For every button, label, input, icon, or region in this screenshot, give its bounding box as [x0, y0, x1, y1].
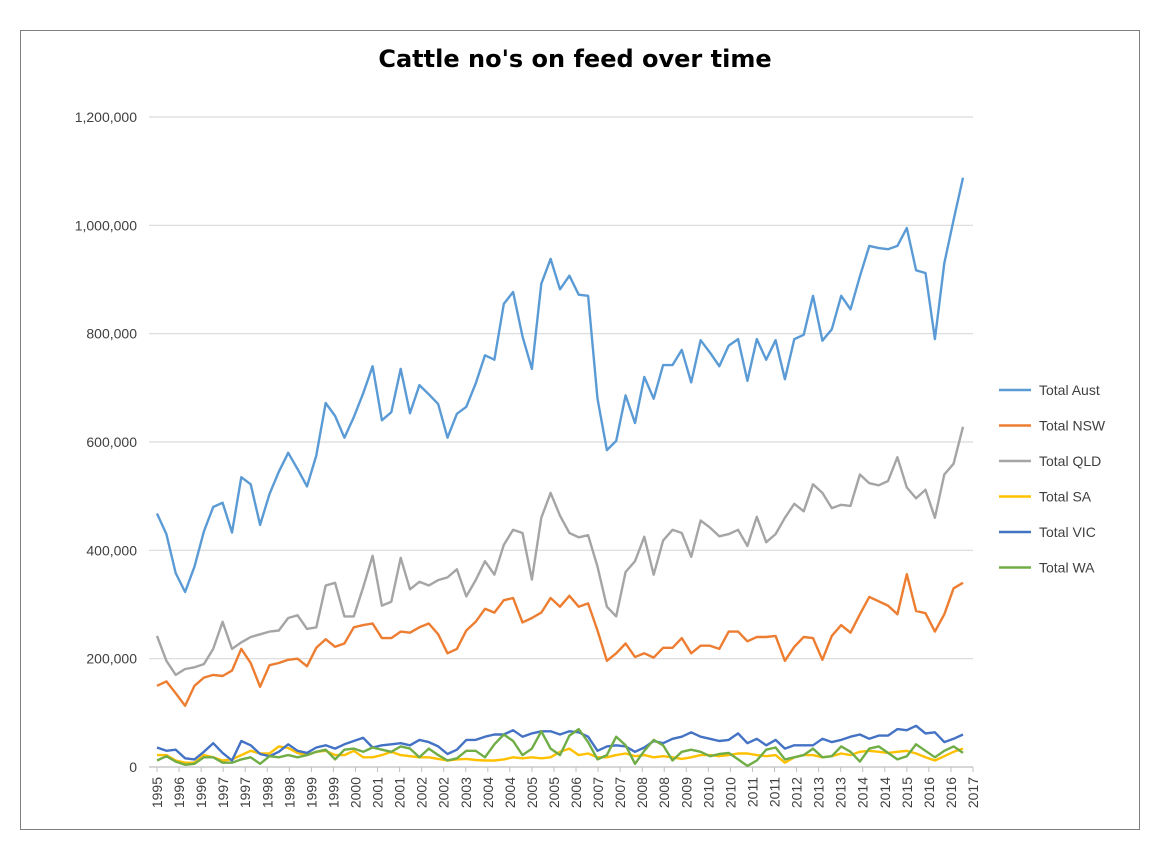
- y-tick-label: 1,200,000: [75, 109, 137, 125]
- x-tick-label: 2016: [921, 777, 937, 808]
- x-tick-label: 2005: [546, 777, 562, 808]
- chart-title: Cattle no's on feed over time: [378, 45, 771, 73]
- y-tick-label: 200,000: [86, 651, 137, 667]
- legend-label: Total NSW: [1039, 418, 1106, 434]
- x-tick-label: 2013: [811, 777, 827, 808]
- x-tick-label: 2007: [590, 777, 606, 808]
- x-tick-label: 1997: [237, 777, 253, 808]
- x-tick-label: 2011: [767, 777, 783, 807]
- legend-label: Total QLD: [1039, 453, 1101, 469]
- legend-label: Total SA: [1039, 489, 1092, 505]
- x-tick-label: 2017: [965, 777, 981, 808]
- y-tick-label: 0: [129, 759, 137, 775]
- y-tick-label: 600,000: [86, 434, 137, 450]
- x-tick-label: 2008: [656, 777, 672, 808]
- x-tick-label: 2013: [833, 777, 849, 808]
- x-tick-label: 2015: [899, 777, 915, 808]
- x-tick-label: 2006: [568, 777, 584, 808]
- x-tick-label: 2004: [480, 777, 496, 808]
- x-tick-label: 2014: [855, 777, 871, 808]
- line-chart: Cattle no's on feed over time 0 200,000 40…: [75, 45, 1106, 808]
- x-tick-label: 2000: [347, 777, 363, 808]
- x-tick-label: 2004: [502, 777, 518, 808]
- x-tick-label: 1998: [259, 777, 275, 808]
- series-line-total-vic: [156, 724, 964, 762]
- x-tick-label: 1998: [281, 777, 297, 808]
- x-tick-label: 2010: [700, 777, 716, 808]
- x-tick-label: 2016: [943, 777, 959, 808]
- legend-label: Total VIC: [1039, 524, 1096, 540]
- x-tick-label: 2008: [634, 777, 650, 808]
- x-tick-label: 1995: [149, 777, 165, 808]
- x-tick-label: 2011: [744, 777, 760, 807]
- x-tick-label: 2003: [458, 777, 474, 808]
- legend-label: Total Aust: [1039, 382, 1100, 398]
- legend-label: Total WA: [1039, 560, 1095, 576]
- series-line-total-nsw: [156, 573, 964, 707]
- y-tick-label: 1,000,000: [75, 217, 137, 233]
- x-tick-label: 2012: [789, 777, 805, 808]
- x-tick-label: 2002: [436, 777, 452, 808]
- x-tick-label: 1996: [193, 777, 209, 808]
- x-tick-label: 1999: [303, 777, 319, 808]
- x-tick-label: 2001: [370, 777, 386, 808]
- series-line-total-wa: [156, 727, 964, 768]
- x-tick-label: 2005: [524, 777, 540, 808]
- y-tick-label: 400,000: [86, 542, 137, 558]
- x-tick-label: 1996: [171, 777, 187, 808]
- series-line-total-qld: [155, 426, 965, 677]
- x-tick-label: 2009: [678, 777, 694, 808]
- x-tick-label: 2010: [722, 777, 738, 808]
- y-tick-label: 800,000: [86, 326, 137, 342]
- x-tick-label: 2007: [612, 777, 628, 808]
- x-tick-label: 2014: [877, 777, 893, 808]
- x-tick-label: 2001: [392, 777, 408, 808]
- series-line-total-aust: [155, 177, 965, 594]
- x-tick-label: 1997: [215, 777, 231, 808]
- x-tick-label: 1999: [325, 777, 341, 808]
- chart-frame: Cattle no's on feed over time 0 200,000 40…: [20, 30, 1140, 830]
- x-tick-label: 2002: [414, 777, 430, 808]
